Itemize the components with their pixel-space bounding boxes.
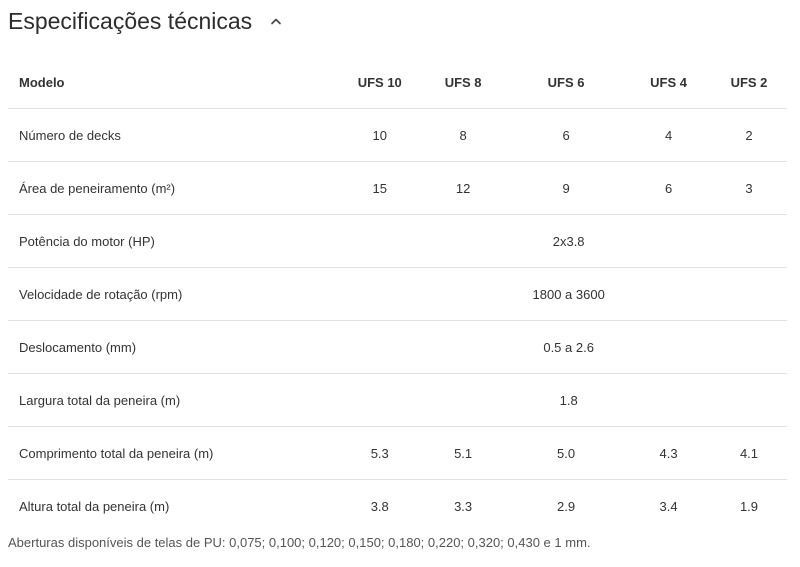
table-cell: 15: [339, 161, 421, 215]
table-cell: 10: [339, 108, 421, 162]
table-row: Número de decks 10 8 6 4 2: [8, 108, 787, 162]
table-cell: 5.1: [420, 426, 507, 480]
table-row: Altura total da peneira (m) 3.8 3.3 2.9 …: [8, 480, 787, 533]
table-row: Largura total da peneira (m) 1.8: [8, 373, 787, 427]
specifications-table: Modelo UFS 10 UFS 8 UFS 6 UFS 4 UFS 2 Nú…: [8, 56, 787, 532]
table-row: Deslocamento (mm) 0.5 a 2.6: [8, 320, 787, 374]
table-row: Área de peneiramento (m²) 15 12 9 6 3: [8, 161, 787, 215]
table-cell: 6: [506, 108, 627, 162]
table-cell: 4.1: [710, 426, 787, 480]
model-header-ufs-4: UFS 4: [626, 56, 711, 109]
model-header-ufs-8: UFS 8: [420, 56, 507, 109]
row-label: Comprimento total da peneira (m): [8, 426, 340, 480]
section-title: Especificações técnicas: [8, 7, 253, 34]
table-cell: 2.9: [557, 498, 576, 514]
row-label: Potência do motor (HP): [8, 214, 340, 268]
row-label: Velocidade de rotação (rpm): [8, 267, 340, 321]
shared-value-cell: 1800 a 3600: [339, 267, 787, 321]
row-label: Largura total da peneira (m): [8, 373, 340, 427]
table-cell: 6: [626, 161, 711, 215]
row-label: Altura total da peneira (m): [19, 498, 170, 514]
model-header-ufs-6: UFS 6: [506, 56, 627, 109]
table-row: Comprimento total da peneira (m) 5.3 5.1…: [8, 426, 787, 480]
table-cell: 12: [420, 161, 507, 215]
table-header-row: Modelo UFS 10 UFS 8 UFS 6 UFS 4 UFS 2: [8, 56, 787, 109]
table-row: Velocidade de rotação (rpm) 1800 a 3600: [8, 267, 787, 321]
footnote: Aberturas disponíveis de telas de PU: 0,…: [8, 535, 591, 550]
table-cell: 3: [710, 161, 787, 215]
chevron-up-icon[interactable]: [268, 13, 284, 29]
table-row: Potência do motor (HP) 2x3.8: [8, 214, 787, 268]
section-header: Especificações técnicas: [8, 4, 284, 38]
table-cell: 3.8: [370, 498, 389, 514]
row-label: Número de decks: [8, 108, 340, 162]
model-header-ufs-10: UFS 10: [339, 56, 421, 109]
shared-value-cell: 0.5 a 2.6: [339, 320, 787, 374]
shared-value-cell: 2x3.8: [339, 214, 787, 268]
table-cell: 5.0: [506, 426, 627, 480]
model-column-header: Modelo: [8, 56, 340, 109]
table-cell: 3.3: [454, 498, 473, 514]
table-cell: 9: [506, 161, 627, 215]
table-cell: 3.4: [659, 498, 678, 514]
table-cell: 2: [710, 108, 787, 162]
model-header-ufs-2: UFS 2: [710, 56, 787, 109]
row-label: Área de peneiramento (m²): [8, 161, 340, 215]
table-cell: 4.3: [626, 426, 711, 480]
row-label: Deslocamento (mm): [8, 320, 340, 374]
table-cell: 5.3: [339, 426, 421, 480]
table-cell: 1.9: [739, 498, 759, 514]
table-cell: 4: [626, 108, 711, 162]
shared-value-cell: 1.8: [339, 373, 787, 427]
table-cell: 8: [420, 108, 507, 162]
